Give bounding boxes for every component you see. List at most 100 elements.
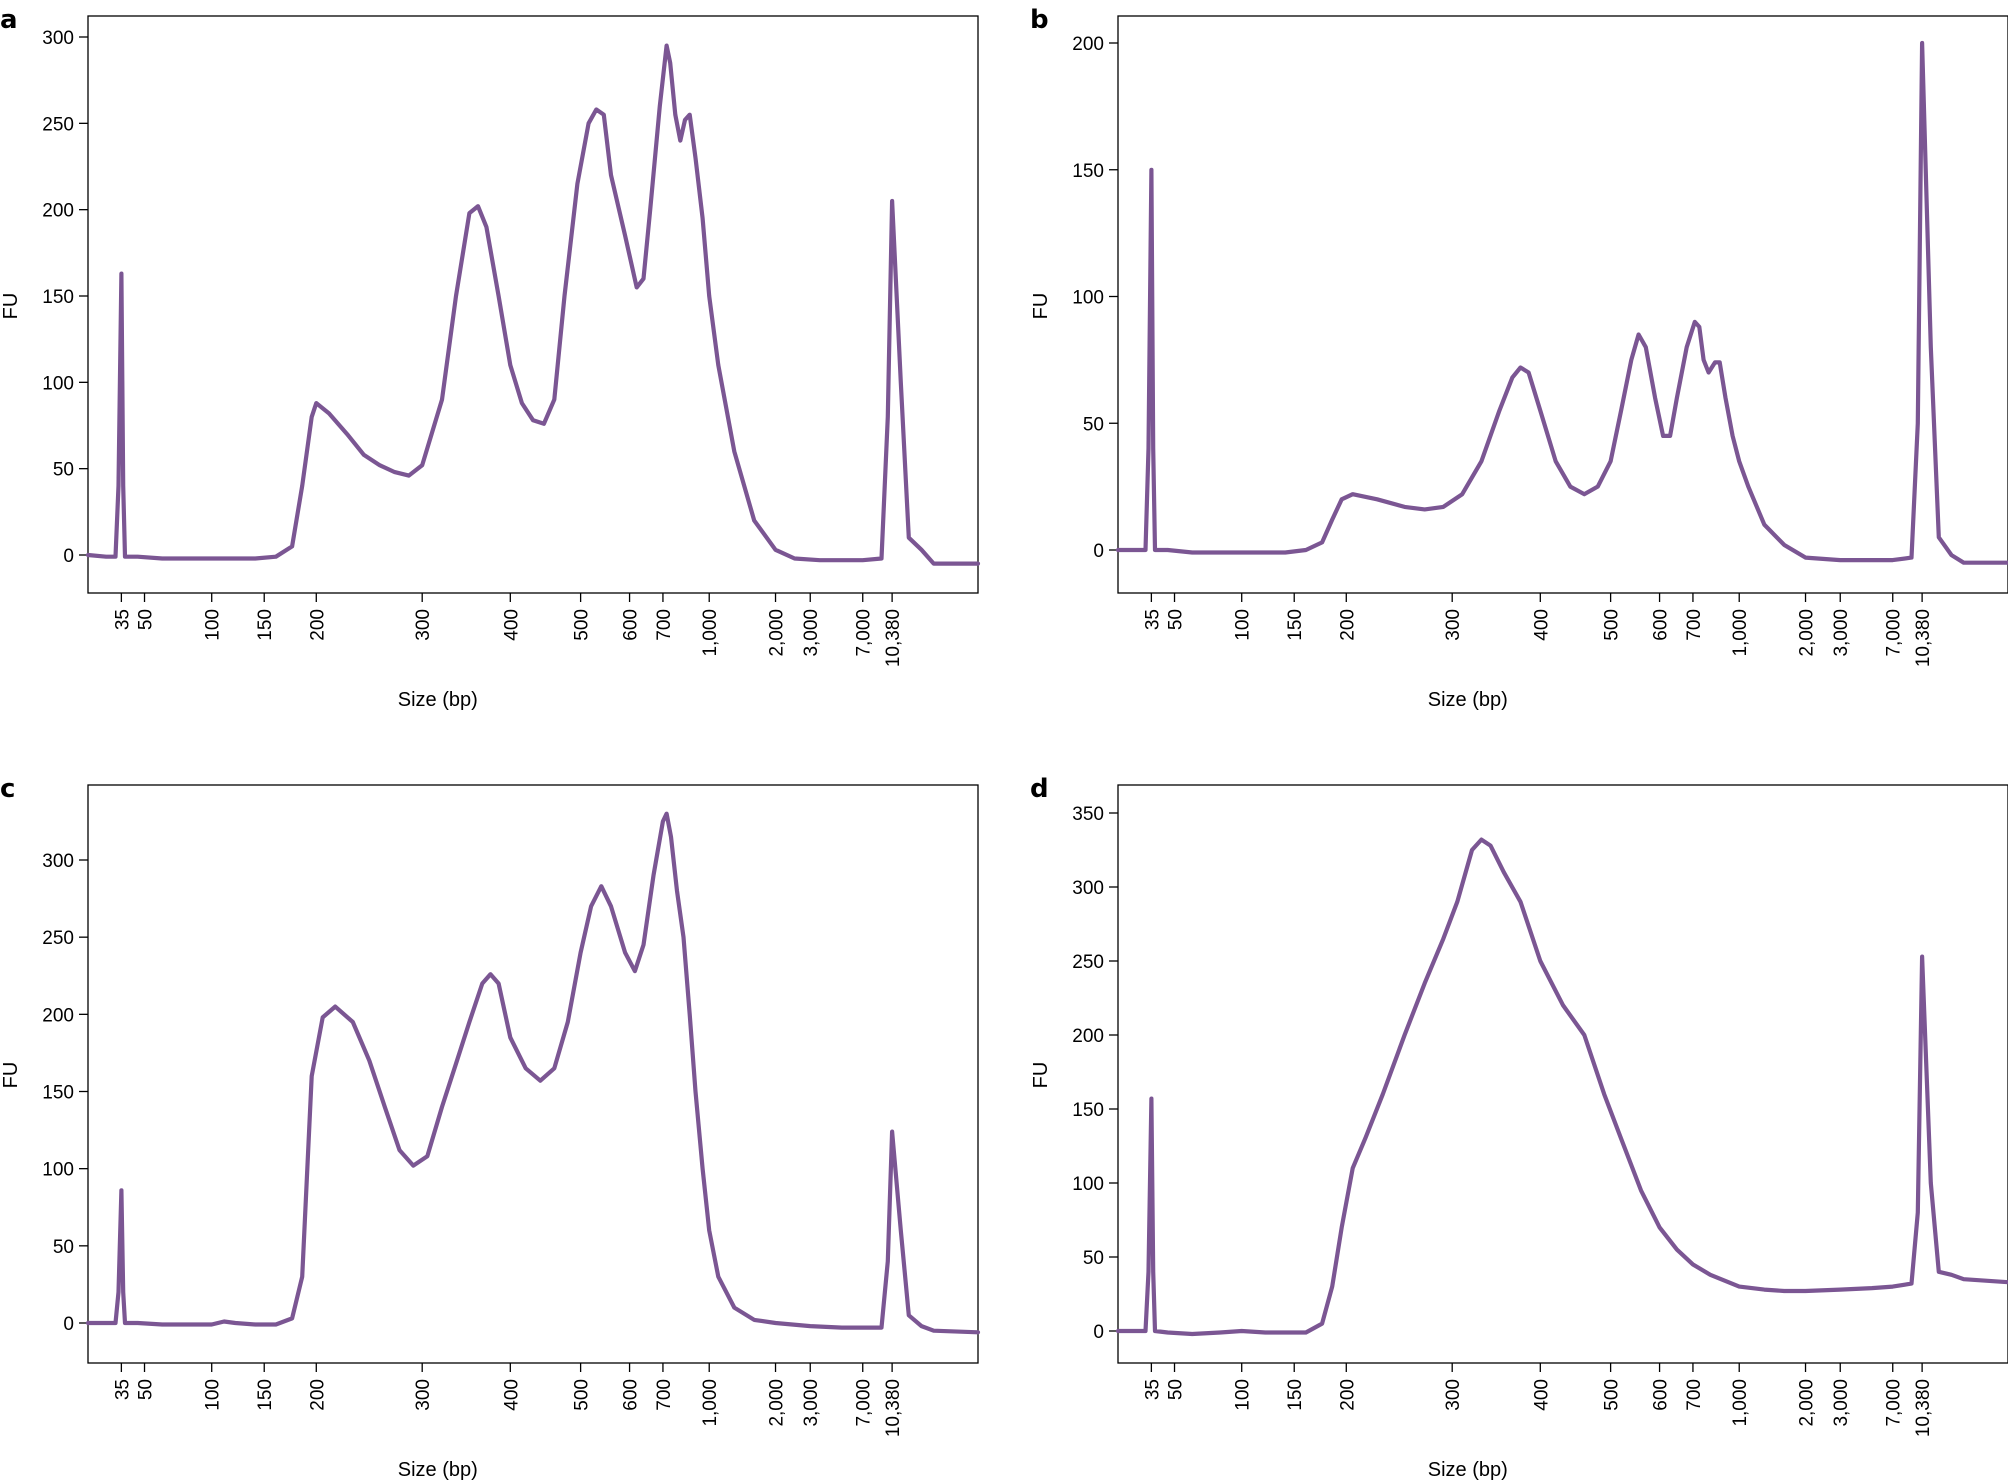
x-tick-label: 10,380 xyxy=(1913,1379,1934,1437)
y-tick-label: 50 xyxy=(1083,1248,1104,1269)
x-tick-label: 2,000 xyxy=(1797,1379,1818,1427)
x-tick-label: 35 xyxy=(112,1379,133,1400)
series-line-trace xyxy=(85,43,981,566)
plot-frame xyxy=(87,784,979,1364)
x-axis-title: Size (bp) xyxy=(398,1459,478,1480)
x-tick-label: 150 xyxy=(1285,1379,1306,1411)
x-tick-label: 400 xyxy=(501,1379,522,1411)
x-tick-label: 300 xyxy=(1443,609,1464,641)
y-tick-label: 200 xyxy=(42,1005,74,1026)
x-tick-label: 3,000 xyxy=(801,1379,822,1427)
x-tick-label: 2,000 xyxy=(767,1379,788,1427)
x-tick-label: 300 xyxy=(413,1379,434,1411)
x-tick-label: 50 xyxy=(136,1379,157,1400)
y-axis-title: FU xyxy=(1030,1062,1052,1089)
x-tick-label: 100 xyxy=(1233,1379,1254,1411)
y-tick-label: 50 xyxy=(1083,414,1104,435)
x-tick-label: 200 xyxy=(307,609,328,641)
x-tick-label: 200 xyxy=(1337,1379,1358,1411)
y-tick-label: 100 xyxy=(1072,288,1104,309)
x-tick-label: 200 xyxy=(1337,609,1358,641)
y-tick-label: 250 xyxy=(42,114,74,135)
x-tick-label: 600 xyxy=(621,1379,642,1411)
y-tick-label: 300 xyxy=(1072,878,1104,899)
x-tick-label: 35 xyxy=(112,609,133,630)
x-tick-label: 500 xyxy=(1602,609,1623,641)
panel-letter: a xyxy=(0,5,18,35)
x-tick-label: 300 xyxy=(413,609,434,641)
x-tick-label: 100 xyxy=(1233,609,1254,641)
y-tick-label: 150 xyxy=(42,1083,74,1104)
x-tick-label: 100 xyxy=(203,1379,224,1411)
y-tick-label: 0 xyxy=(1093,541,1104,562)
x-tick-label: 7,000 xyxy=(1884,609,1905,657)
y-tick-label: 250 xyxy=(1072,952,1104,973)
x-tick-label: 35 xyxy=(1142,1379,1163,1400)
y-tick-label: 150 xyxy=(1072,161,1104,182)
y-tick-label: 0 xyxy=(63,546,74,567)
y-tick-label: 150 xyxy=(42,287,74,308)
series-line-trace xyxy=(85,811,981,1335)
x-tick-label: 500 xyxy=(572,1379,593,1411)
panel-letter: c xyxy=(0,774,15,804)
y-axis-title: FU xyxy=(0,1062,22,1089)
y-tick-label: 200 xyxy=(1072,1026,1104,1047)
y-tick-label: 200 xyxy=(1072,34,1104,55)
x-tick-label: 600 xyxy=(1651,1379,1672,1411)
y-tick-label: 100 xyxy=(42,1160,74,1181)
y-tick-label: 200 xyxy=(42,201,74,222)
x-tick-label: 1,000 xyxy=(700,609,721,657)
x-tick-label: 7,000 xyxy=(854,1379,875,1427)
y-tick-label: 350 xyxy=(1072,804,1104,825)
x-tick-label: 600 xyxy=(1651,609,1672,641)
plot-frame xyxy=(1117,784,2008,1364)
x-axis-title: Size (bp) xyxy=(1428,689,1508,711)
x-tick-label: 700 xyxy=(1684,609,1705,641)
x-tick-label: 3,000 xyxy=(801,609,822,657)
x-tick-label: 100 xyxy=(203,609,224,641)
x-tick-label: 50 xyxy=(1166,1379,1187,1400)
x-tick-label: 7,000 xyxy=(854,609,875,657)
x-tick-label: 7,000 xyxy=(1884,1379,1905,1427)
panel-letter: b xyxy=(1030,5,1049,35)
x-tick-label: 1,000 xyxy=(700,1379,721,1427)
y-tick-label: 300 xyxy=(42,851,74,872)
y-tick-label: 250 xyxy=(42,928,74,949)
panel-letter: d xyxy=(1030,774,1049,804)
x-tick-label: 10,380 xyxy=(883,609,904,667)
x-tick-label: 700 xyxy=(654,609,675,641)
y-tick-label: 100 xyxy=(42,373,74,394)
y-tick-label: 0 xyxy=(1093,1322,1104,1343)
x-tick-label: 500 xyxy=(572,609,593,641)
x-tick-label: 150 xyxy=(255,609,276,641)
x-tick-label: 700 xyxy=(1684,1379,1705,1411)
x-tick-label: 150 xyxy=(255,1379,276,1411)
y-axis-title: FU xyxy=(1030,293,1052,320)
x-tick-label: 500 xyxy=(1602,1379,1623,1411)
x-tick-label: 10,380 xyxy=(1913,609,1934,667)
y-tick-label: 50 xyxy=(53,1237,74,1258)
y-tick-label: 0 xyxy=(63,1314,74,1335)
x-tick-label: 400 xyxy=(1531,609,1552,641)
x-tick-label: 200 xyxy=(307,1379,328,1411)
x-tick-label: 3,000 xyxy=(1831,609,1852,657)
x-tick-label: 35 xyxy=(1142,609,1163,630)
x-tick-label: 50 xyxy=(1166,609,1187,630)
x-tick-label: 600 xyxy=(621,609,642,641)
x-tick-label: 3,000 xyxy=(1831,1379,1852,1427)
y-tick-label: 50 xyxy=(53,460,74,481)
x-tick-label: 10,380 xyxy=(883,1379,904,1437)
x-tick-label: 50 xyxy=(136,609,157,630)
x-tick-label: 2,000 xyxy=(1797,609,1818,657)
y-tick-label: 150 xyxy=(1072,1100,1104,1121)
y-tick-label: 300 xyxy=(42,28,74,49)
x-tick-label: 700 xyxy=(654,1379,675,1411)
plot-frame xyxy=(1117,15,2008,594)
series-line-trace xyxy=(1115,837,2008,1337)
x-axis-title: Size (bp) xyxy=(398,689,478,711)
series-line-trace xyxy=(1115,40,2008,565)
